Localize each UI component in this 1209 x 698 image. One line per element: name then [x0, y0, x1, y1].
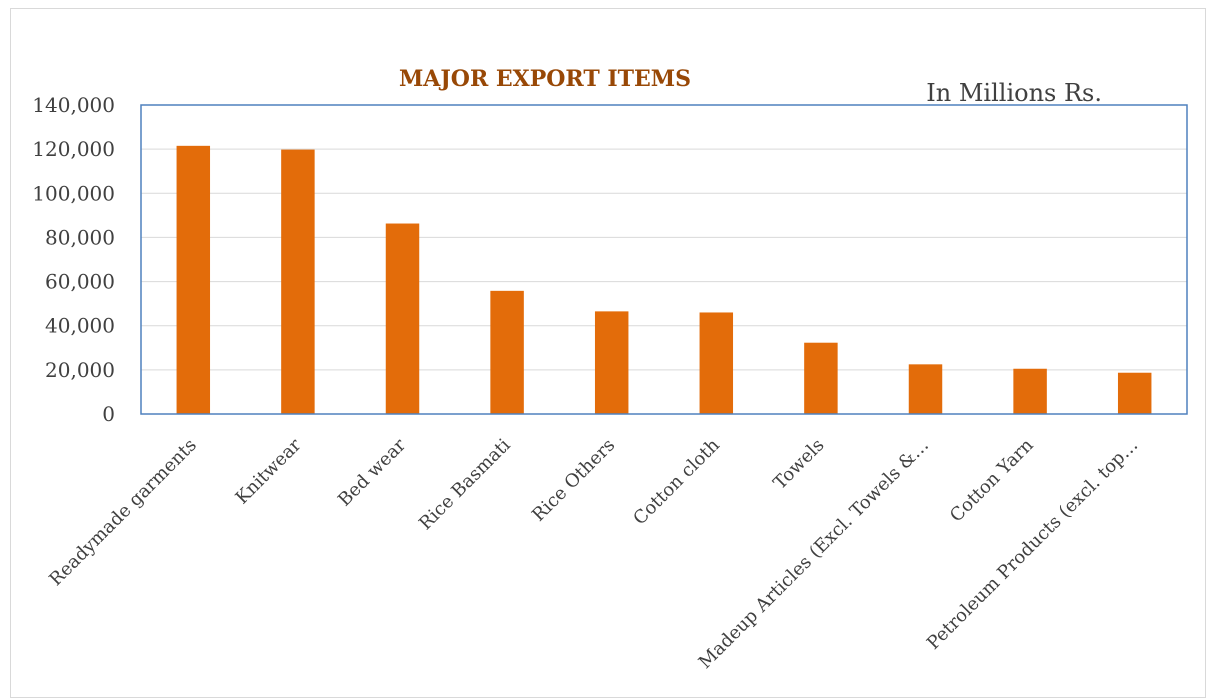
chart-title: MAJOR EXPORT ITEMS [399, 66, 691, 92]
bar [281, 149, 315, 414]
x-tick-label: Knitwear [232, 434, 306, 508]
y-axis: 0 20,000 40,000 60,000 80,000 100,000 120,000 1… [32, 93, 115, 426]
y-tick-label: 40,000 [45, 314, 115, 338]
x-tick-label: Readymade garments [45, 435, 201, 591]
bar [385, 223, 420, 414]
bar [1117, 372, 1152, 414]
x-tick-label: Rice Others [528, 435, 619, 526]
bar [176, 145, 211, 414]
x-tick-label: Bed wear [334, 434, 410, 510]
bar [1013, 368, 1047, 414]
unit-note: In Millions Rs. [926, 79, 1102, 107]
x-tick-label: Towels [769, 435, 828, 494]
y-tick-label: 100,000 [32, 181, 115, 205]
x-tick-label: Cotton cloth [629, 434, 724, 529]
bars [176, 145, 1152, 414]
x-tick-label: Petroleum Products (excl. top… [923, 435, 1142, 654]
x-axis: Readymade garments Knitwear Bed wear Rice B… [45, 434, 1142, 673]
bar [594, 311, 629, 414]
plot-area-border [140, 104, 1188, 415]
bar [908, 364, 943, 414]
bar [490, 290, 524, 414]
x-tick-label: Madeup Articles (Excl. Towels &… [695, 435, 933, 673]
y-tick-label: 60,000 [45, 270, 115, 294]
y-tick-label: 140,000 [32, 93, 115, 117]
y-tick-label: 120,000 [32, 137, 115, 161]
y-tick-label: 80,000 [45, 225, 115, 249]
bar [804, 342, 838, 414]
y-tick-label: 0 [102, 402, 115, 426]
bar [699, 312, 734, 414]
gridlines [141, 148, 1187, 371]
x-tick-label: Cotton Yarn [946, 434, 1038, 526]
y-tick-label: 20,000 [45, 358, 115, 382]
x-tick-label: Rice Basmati [415, 435, 515, 535]
